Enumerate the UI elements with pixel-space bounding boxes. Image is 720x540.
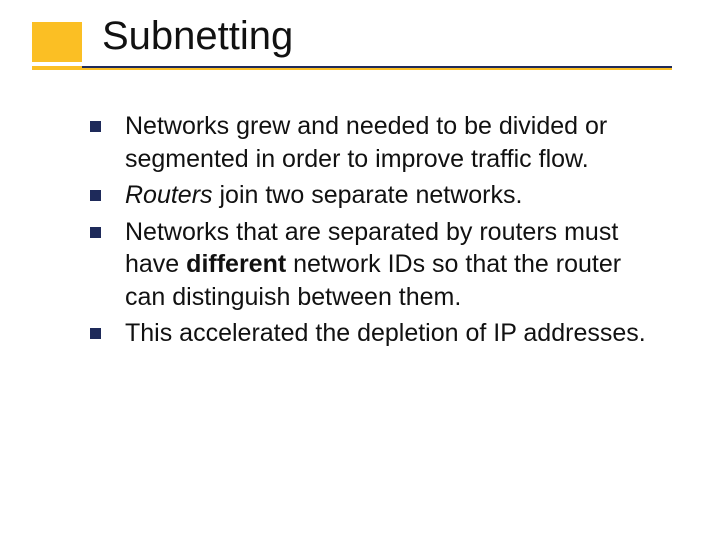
- bullet-icon: [90, 227, 101, 238]
- text-span: join two separate networks.: [213, 181, 523, 209]
- title-underline-navy: [82, 66, 672, 68]
- list-item: This accelerated the depletion of IP add…: [90, 317, 650, 350]
- bullet-list: Networks grew and needed to be divided o…: [90, 110, 650, 354]
- list-item: Networks grew and needed to be divided o…: [90, 110, 650, 175]
- slide-title: Subnetting: [102, 14, 293, 59]
- bullet-text: Routers join two separate networks.: [125, 179, 522, 212]
- accent-square: [32, 22, 82, 62]
- text-span: Networks grew and needed to be divided o…: [125, 112, 607, 173]
- text-span: This accelerated the depletion of IP add…: [125, 319, 646, 347]
- text-bold: different: [186, 250, 286, 278]
- list-item: Networks that are separated by routers m…: [90, 216, 650, 314]
- text-italic: Routers: [125, 181, 213, 209]
- bullet-icon: [90, 121, 101, 132]
- bullet-icon: [90, 328, 101, 339]
- list-item: Routers join two separate networks.: [90, 179, 650, 212]
- bullet-text: Networks that are separated by routers m…: [125, 216, 650, 314]
- bullet-icon: [90, 190, 101, 201]
- bullet-text: Networks grew and needed to be divided o…: [125, 110, 650, 175]
- bullet-text: This accelerated the depletion of IP add…: [125, 317, 646, 350]
